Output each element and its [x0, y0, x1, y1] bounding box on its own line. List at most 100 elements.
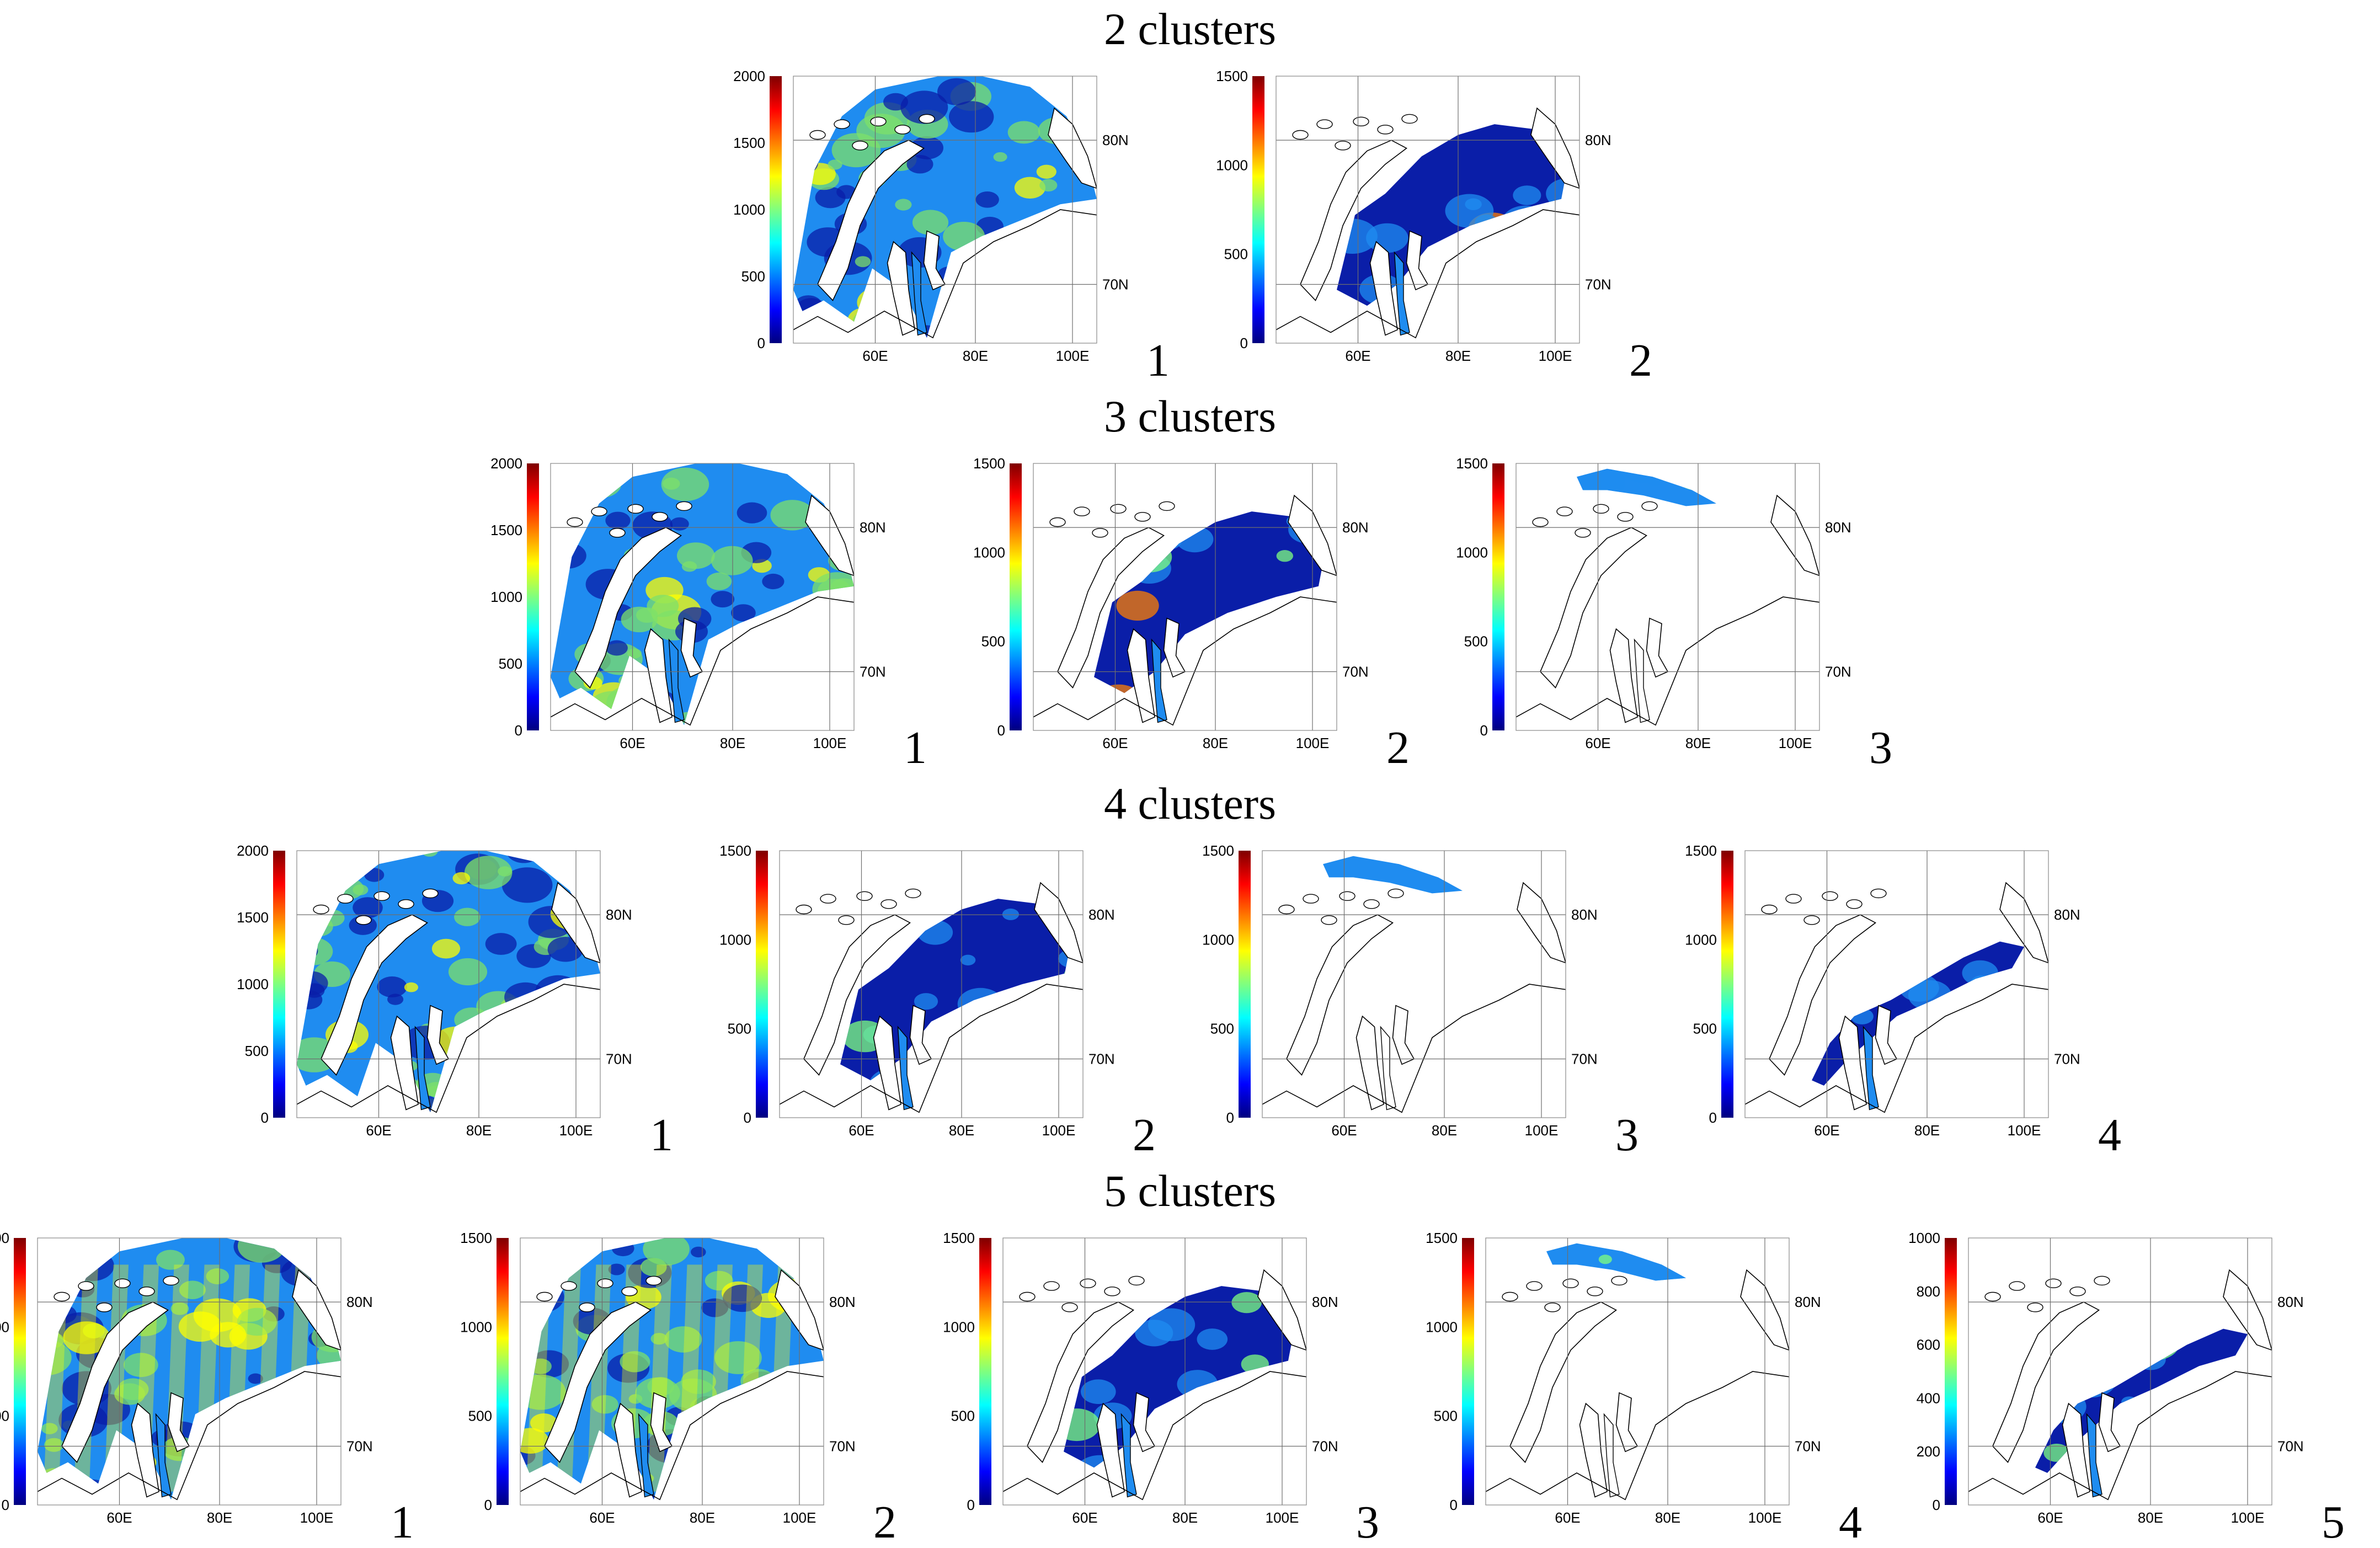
colorbar-tick-label: 1000 [1908, 1230, 1940, 1246]
colorbar-tick-label: 500 [468, 1408, 492, 1424]
data-blob [618, 674, 637, 687]
latitude-label: 80N [1571, 906, 1598, 923]
data-blob [2150, 1273, 2173, 1289]
island [422, 888, 439, 899]
data-blob [1486, 276, 1505, 290]
data-blob [950, 279, 990, 306]
data-blob [970, 1029, 1010, 1056]
data-blob [1540, 1002, 1583, 1032]
data-blob [721, 1399, 749, 1419]
data-blob [210, 1322, 247, 1348]
data-blob [711, 1475, 753, 1500]
data-blob [1482, 942, 1530, 976]
island [1593, 504, 1609, 514]
island [1803, 915, 1820, 925]
latitude-label: 80N [346, 1294, 373, 1310]
data-blob [681, 561, 697, 572]
data-field [1323, 856, 1583, 1032]
longitude-label: 100E [783, 1509, 817, 1526]
gydan-land [1646, 617, 1669, 678]
cluster-map-panel: 1500 1000 500 0 60E 80E 100E 80N 70N 4 [1426, 1226, 1906, 1546]
data-blob [1698, 675, 1739, 704]
ob-gulf [155, 1413, 172, 1498]
data-blob [1598, 1255, 1612, 1264]
data-blob [718, 1416, 750, 1438]
island [1611, 1275, 1627, 1286]
map-area [520, 1238, 824, 1505]
ob-gulf [638, 1413, 654, 1498]
map-area [1276, 76, 1579, 343]
data-blob [40, 1468, 68, 1488]
mainland-coastline [551, 596, 854, 726]
latitude-label: 70N [1088, 1051, 1115, 1067]
data-blob [1979, 918, 2007, 937]
yamal-land [1356, 1015, 1384, 1111]
island [54, 1291, 70, 1302]
latitude-label: 80N [1795, 1294, 1821, 1310]
data-blob [1529, 82, 1576, 114]
data-blob [1197, 1328, 1228, 1350]
data-blob [1019, 323, 1045, 338]
data-blob [1347, 92, 1390, 122]
data-blob [1396, 856, 1433, 872]
colorbar-tick-label: 500 [1434, 1408, 1458, 1424]
data-blob [551, 495, 576, 522]
data-blob [786, 1252, 805, 1265]
longitude-label: 80E [1655, 1509, 1680, 1526]
data-blob [1231, 1292, 1262, 1314]
colorbar-tick-label: 1500 [1426, 1230, 1458, 1246]
data-blob [1055, 215, 1082, 234]
data-blob [50, 1472, 83, 1496]
island [1526, 1281, 1543, 1291]
longitude-label: 80E [690, 1509, 715, 1526]
data-blob [404, 982, 418, 992]
data-blob [937, 78, 976, 105]
island [1104, 1287, 1120, 1296]
colorbar-tick-label: 500 [741, 268, 765, 285]
colorbar-tick-label: 1500 [1456, 455, 1488, 472]
data-blob [248, 1373, 263, 1384]
data-blob [353, 897, 383, 919]
island [1339, 891, 1356, 901]
data-blob [1005, 302, 1032, 322]
data-blob [1018, 528, 1065, 561]
data-blob [760, 632, 786, 649]
data-blob [541, 1238, 561, 1251]
data-blob [836, 185, 857, 199]
ob-gulf [1603, 1413, 1620, 1498]
island [1761, 904, 1778, 915]
data-blob [788, 621, 803, 631]
colorbar [1462, 1238, 1474, 1505]
data-blob [1081, 1379, 1116, 1404]
longitude-label: 80E [1172, 1509, 1198, 1526]
data-blob [1002, 908, 1019, 920]
colorbar-tick-label: 0 [1226, 1109, 1234, 1126]
map-frame [1744, 850, 2049, 1118]
data-blob [297, 873, 326, 899]
island [2027, 1303, 2043, 1312]
map-frame [1276, 76, 1580, 344]
colorbar [527, 463, 539, 730]
colorbar [14, 1238, 26, 1505]
data-blob [300, 1103, 333, 1113]
data-blob [1133, 1459, 1161, 1468]
data-blob [949, 101, 994, 133]
yamal-land [131, 1402, 159, 1498]
data-blob [2119, 1347, 2150, 1369]
data-blob [485, 933, 517, 955]
map-frame [793, 76, 1097, 344]
data-blob [1735, 853, 1759, 871]
data-blob [971, 286, 1004, 309]
data-blob [1334, 89, 1367, 112]
yamal-land [1127, 628, 1155, 723]
data-blob [1082, 260, 1097, 270]
ob-gulf [668, 638, 685, 723]
latitude-label: 80N [1102, 132, 1129, 148]
colorbar-tick-label: 0 [261, 1109, 269, 1126]
colorbar-tick-label: 0 [2, 1497, 9, 1513]
longitude-label: 60E [862, 348, 888, 364]
map-svg: 1500 1000 500 0 60E 80E 100E 80N 70N [0, 1230, 373, 1526]
latitude-label: 80N [1585, 132, 1611, 148]
data-field [1735, 853, 2024, 1086]
island [894, 125, 911, 135]
